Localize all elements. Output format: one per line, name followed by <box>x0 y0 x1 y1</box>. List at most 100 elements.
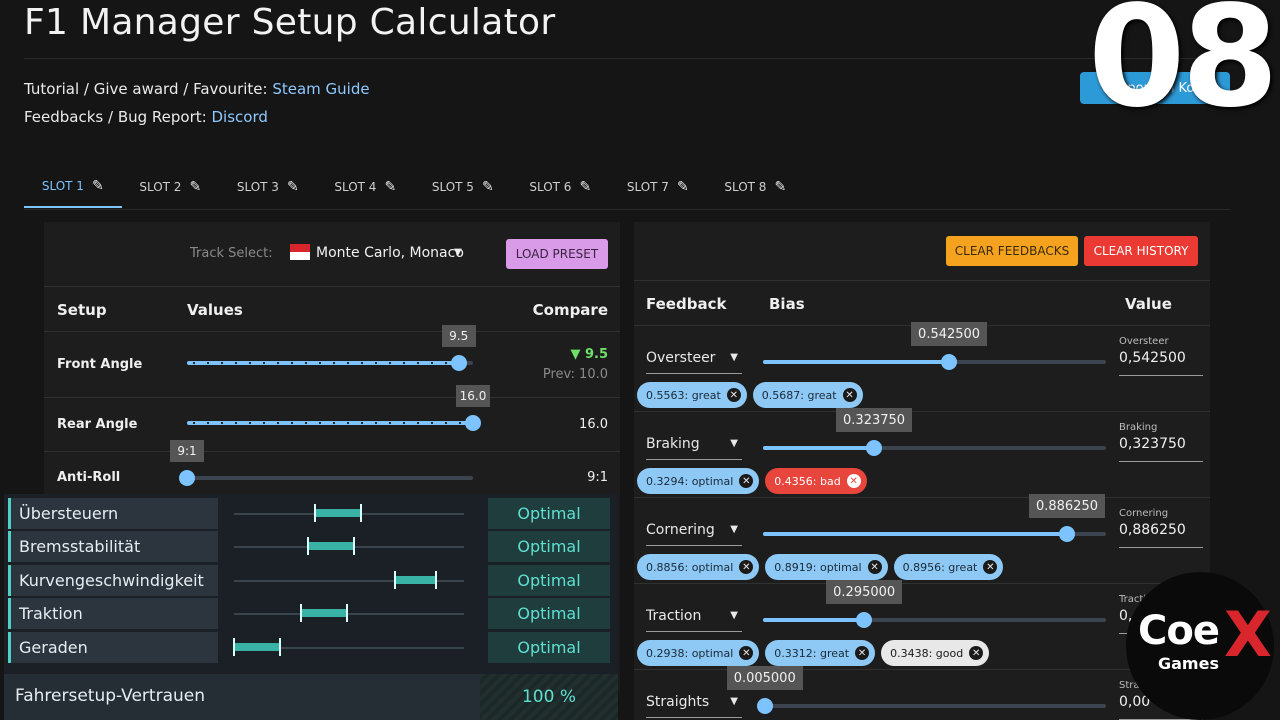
support-button[interactable]: Support on Ko-fi <box>1080 72 1230 104</box>
slider-thumb[interactable] <box>866 440 883 456</box>
tab-label: SLOT 1 <box>41 179 84 193</box>
tab-slot-4[interactable]: SLOT 4 ✎ <box>317 166 415 208</box>
overlay-range <box>306 537 355 555</box>
feedback-row: Traction ▼ 0.295000 Tractio 0, 0.2938: optima… <box>634 580 1210 670</box>
close-icon[interactable]: ✕ <box>842 388 857 402</box>
feedback-chips: 0.3294: optimal ✕ 0.4356: bad ✕ <box>637 468 867 494</box>
confidence-footer: Fahrersetup-Vertrauen 100 % <box>4 674 618 720</box>
close-icon[interactable]: ✕ <box>739 560 754 574</box>
pencil-icon[interactable]: ✎ <box>481 179 494 195</box>
value-field[interactable]: 0,323750 <box>1119 436 1203 462</box>
close-icon[interactable]: ✕ <box>969 646 984 660</box>
close-icon[interactable]: ✕ <box>739 474 754 488</box>
value-field[interactable]: 0,542500 <box>1119 350 1203 376</box>
slider-tooltip: 0.295000 <box>826 580 903 604</box>
pencil-icon[interactable]: ✎ <box>286 179 299 195</box>
feedback-chip: 0.5563: great ✕ <box>637 382 747 408</box>
logo-subtext: Games <box>1158 654 1219 673</box>
setup-name: Anti-Roll <box>57 470 121 485</box>
overlay-label: Bremsstabilität <box>8 531 218 562</box>
feedback-select[interactable]: Braking ▼ <box>646 436 742 460</box>
chip-text: 0.4356: bad <box>774 474 841 488</box>
header-values: Values <box>187 301 243 319</box>
steam-guide-link[interactable]: Steam Guide <box>272 80 370 98</box>
slider-thumb[interactable] <box>450 355 467 371</box>
feedback-chip: 0.2938: optimal ✕ <box>637 640 760 666</box>
tab-label: SLOT 5 <box>431 180 474 194</box>
pencil-icon[interactable]: ✎ <box>91 178 104 194</box>
front-angle-slider[interactable]: 9.5 <box>187 325 476 371</box>
header-setup: Setup <box>57 301 107 319</box>
overlay-status: Optimal <box>488 632 610 663</box>
tab-slot-1[interactable]: SLOT 1 ✎ <box>24 166 122 208</box>
bias-slider[interactable]: 0.295000 <box>763 580 1106 628</box>
bias-slider[interactable]: 0.005000 <box>726 666 1106 714</box>
divider <box>24 209 1230 210</box>
tab-slot-5[interactable]: SLOT 5 ✎ <box>414 166 512 208</box>
tab-slot-6[interactable]: SLOT 6 ✎ <box>512 166 610 208</box>
tab-slot-3[interactable]: SLOT 3 ✎ <box>219 166 317 208</box>
pencil-icon[interactable]: ✎ <box>676 179 689 195</box>
feedback-panel: CLEAR FEEDBACKS CLEAR HISTORY Feedback B… <box>634 222 1210 720</box>
close-icon[interactable]: ✕ <box>855 646 870 660</box>
overlay-status: Optimal <box>488 598 610 629</box>
anti-roll-slider[interactable]: 9:1 <box>170 440 473 486</box>
close-icon[interactable]: ✕ <box>983 560 998 574</box>
load-preset-button[interactable]: LOAD PRESET <box>506 239 608 269</box>
pencil-icon[interactable]: ✎ <box>579 179 592 195</box>
slider-thumb[interactable] <box>756 698 773 714</box>
tab-slot-7[interactable]: SLOT 7 ✎ <box>609 166 707 208</box>
feedback-select[interactable]: Straights ▼ <box>646 694 742 718</box>
header-value: Value <box>1125 295 1172 313</box>
clear-history-button[interactable]: CLEAR HISTORY <box>1084 236 1198 266</box>
close-icon[interactable]: ✕ <box>846 474 861 488</box>
chevron-down-icon[interactable]: ▼ <box>454 247 462 258</box>
pencil-icon[interactable]: ✎ <box>384 179 397 195</box>
close-icon[interactable]: ✕ <box>726 388 741 402</box>
overlay-range <box>313 504 362 522</box>
overlay-range <box>299 604 348 622</box>
header-feedback: Feedback <box>646 295 727 313</box>
tab-slot-2[interactable]: SLOT 2 ✎ <box>122 166 220 208</box>
coex-games-logo: Coe X Games <box>1126 572 1274 720</box>
feedback-select-value: Cornering <box>646 522 715 538</box>
discord-link[interactable]: Discord <box>211 108 268 126</box>
slider-thumb[interactable] <box>856 612 873 628</box>
slider-fill <box>763 446 875 450</box>
overlay-label: Kurvengeschwindigkeit <box>8 565 218 596</box>
slider-thumb[interactable] <box>941 354 958 370</box>
overlay-bar <box>234 604 464 622</box>
setup-name: Front Angle <box>57 357 143 372</box>
confidence-value: 100 % <box>480 674 618 720</box>
feedback-line: Feedbacks / Bug Report: Discord <box>24 108 268 126</box>
clear-feedbacks-button[interactable]: CLEAR FEEDBACKS <box>946 236 1078 266</box>
pencil-icon[interactable]: ✎ <box>774 179 787 195</box>
value-field-label: Cornering <box>1119 508 1169 519</box>
pencil-icon[interactable]: ✎ <box>189 179 202 195</box>
value-field[interactable]: 0,886250 <box>1119 522 1203 548</box>
feedback-select[interactable]: Traction ▼ <box>646 608 742 632</box>
slider-thumb[interactable] <box>465 415 481 431</box>
bias-slider[interactable]: 0.886250 <box>763 494 1106 542</box>
close-icon[interactable]: ✕ <box>739 646 754 660</box>
bias-slider[interactable]: 0.323750 <box>763 408 1106 456</box>
slider-tooltip: 0.005000 <box>726 666 803 690</box>
feedback-select[interactable]: Cornering ▼ <box>646 522 742 546</box>
feedback-chip: 0.8919: optimal ✕ <box>765 554 888 580</box>
slider-thumb[interactable] <box>1058 526 1075 542</box>
rear-angle-slider[interactable]: 16.0 <box>187 385 490 431</box>
feedback-chips: 0.8856: optimal ✕ 0.8919: optimal ✕ 0.8956: … <box>637 554 1004 580</box>
slider-thumb[interactable] <box>179 470 195 486</box>
track-select[interactable]: Monte Carlo, Monaco <box>316 245 464 261</box>
bias-slider[interactable]: 0.542500 <box>763 322 1106 370</box>
tab-label: SLOT 8 <box>724 180 767 194</box>
chevron-down-icon: ▼ <box>730 696 738 707</box>
setup-row-front-angle: Front Angle 9.5 ▼ 9.5 Prev: 10.0 <box>44 325 620 398</box>
tab-slot-8[interactable]: SLOT 8 ✎ <box>707 166 805 208</box>
compare-prev: Prev: 10.0 <box>542 367 608 382</box>
slider-tooltip: 9.5 <box>441 325 476 347</box>
close-icon[interactable]: ✕ <box>867 560 882 574</box>
overlay-bar <box>234 504 464 522</box>
feedback-select[interactable]: Oversteer ▼ <box>646 350 742 374</box>
